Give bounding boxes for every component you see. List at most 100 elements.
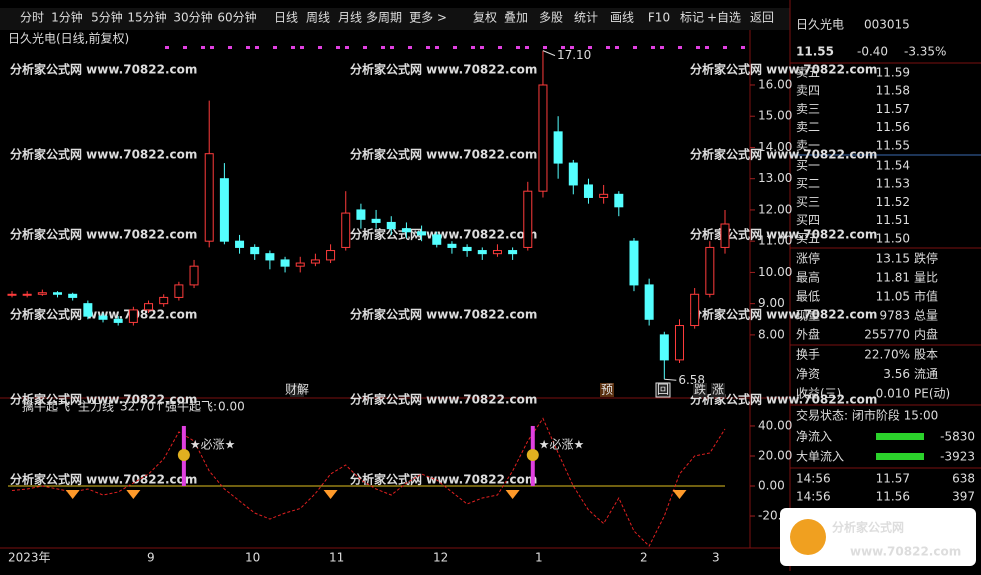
- top-dot: [696, 46, 700, 49]
- bids-cell: 11.51: [876, 213, 910, 227]
- candle-body: [386, 221, 396, 230]
- candle-body: [614, 193, 624, 208]
- event-label: 跌: [694, 382, 706, 397]
- trades-cell: 14:56: [796, 490, 831, 504]
- diamond-icon: [672, 490, 687, 500]
- y-tick-label: 12.00: [758, 202, 792, 216]
- flow-bar: [876, 453, 924, 460]
- change-pct: -3.35%: [904, 45, 946, 59]
- bids-cell: 买一: [796, 159, 820, 173]
- candle-body: [174, 284, 184, 298]
- top-dot: [741, 46, 745, 49]
- toolbar-button[interactable]: 多周期: [366, 11, 402, 25]
- signal-label: ★必涨★: [539, 437, 585, 452]
- stats2-cell: 净资: [796, 367, 820, 381]
- stats-cell: 总量: [914, 309, 938, 323]
- toolbar-button[interactable]: F10: [648, 11, 670, 25]
- top-dot: [516, 46, 520, 49]
- bids-cell: 11.50: [876, 231, 910, 245]
- candle-body: [447, 243, 457, 248]
- asks-cell: 卖一: [796, 138, 820, 152]
- asks-cell: 11.56: [876, 120, 910, 134]
- candle-body: [280, 259, 290, 267]
- flows-cell: 大单流入: [796, 450, 844, 464]
- toolbar-button[interactable]: 5分钟: [91, 10, 123, 25]
- toolbar-button[interactable]: 叠加: [504, 11, 528, 25]
- top-dot: [363, 46, 367, 49]
- bids-cell: 11.54: [876, 159, 910, 173]
- top-dot: [561, 46, 565, 49]
- y-tick-label: 8.00: [758, 327, 785, 341]
- top-dot: [543, 46, 547, 49]
- stats2-cell: 换手: [796, 348, 820, 362]
- watermark: 分析家公式网 www.70822.com: [690, 307, 877, 322]
- watermark: 分析家公式网 www.70822.com: [350, 472, 537, 487]
- stats2-cell: 22.70%: [864, 348, 910, 362]
- trade-status: 交易状态: 闭市阶段 15:00: [796, 408, 938, 423]
- candle-body: [568, 162, 578, 186]
- toolbar-button[interactable]: 60分钟: [217, 10, 256, 25]
- watermark: 分析家公式网 www.70822.com: [690, 62, 877, 77]
- date-label: 11: [329, 551, 344, 565]
- stats-cell: 市值: [914, 289, 938, 304]
- asks-cell: 卖五: [796, 66, 820, 80]
- asks-cell: 卖三: [796, 102, 820, 116]
- stats-cell: 最低: [796, 290, 820, 304]
- stats-cell: 13.15: [876, 252, 910, 266]
- top-dot: [228, 46, 232, 49]
- signal-label: ★必涨★: [190, 437, 236, 452]
- candle-body: [690, 293, 700, 327]
- stats2-cell: 0.010: [876, 387, 910, 401]
- bids-cell: 买三: [796, 195, 820, 209]
- event-label: 财解: [285, 383, 309, 397]
- watermark: 分析家公式网 www.70822.com: [350, 147, 537, 162]
- top-dot: [381, 46, 385, 49]
- toolbar-button[interactable]: 15分钟: [127, 10, 166, 25]
- stats-cell: 涨停: [796, 251, 820, 266]
- diamond-icon: [505, 490, 520, 500]
- trades-cell: 11.56: [876, 490, 910, 504]
- candle-body: [674, 325, 684, 361]
- toolbar-button[interactable]: 返回: [750, 11, 774, 25]
- top-dot: [300, 46, 304, 49]
- toolbar-button[interactable]: 日线: [274, 11, 298, 25]
- event-marker: [600, 383, 614, 397]
- toolbar-button[interactable]: 月线: [338, 11, 362, 25]
- top-dot: [651, 46, 655, 49]
- diamond-icon: [65, 490, 80, 500]
- candle-body: [523, 190, 533, 248]
- toolbar-button[interactable]: 更多 >: [409, 11, 447, 25]
- top-dot: [426, 46, 430, 49]
- candle-body: [644, 284, 654, 320]
- toolbar-button[interactable]: 复权: [473, 11, 497, 25]
- top-dot: [453, 46, 457, 49]
- change: -0.40: [857, 45, 888, 59]
- candle-body: [83, 303, 93, 317]
- event-label: 预: [601, 383, 613, 397]
- watermark: 分析家公式网 www.70822.com: [690, 147, 877, 162]
- toolbar-button[interactable]: +自选: [707, 11, 741, 25]
- candle-body: [159, 296, 169, 305]
- indicator-main-label: 主力线: [78, 400, 114, 414]
- toolbar-button[interactable]: 标记: [680, 11, 704, 25]
- date-label: 12: [433, 551, 448, 565]
- toolbar-button[interactable]: 周线: [306, 11, 330, 25]
- candle-body: [401, 228, 411, 233]
- candle-body: [477, 250, 487, 255]
- candle-body: [371, 218, 381, 223]
- toolbar-button[interactable]: 统计: [574, 11, 598, 25]
- asks-cell: 11.57: [876, 102, 910, 116]
- stats2-cell: 股本: [914, 348, 938, 362]
- toolbar-button[interactable]: 画线: [610, 11, 634, 25]
- y-tick-label: 15.00: [758, 109, 792, 123]
- date-label: 2: [640, 551, 648, 565]
- toolbar-button[interactable]: 分时: [20, 11, 44, 25]
- toolbar-button[interactable]: 多股: [539, 11, 563, 25]
- top-dot: [201, 46, 205, 49]
- bids-cell: 买二: [796, 177, 820, 191]
- candle-body: [295, 262, 305, 267]
- toolbar-button[interactable]: 1分钟: [51, 10, 83, 25]
- toolbar-button[interactable]: 30分钟: [173, 10, 212, 25]
- stats2-cell: 流通: [914, 367, 938, 381]
- stock-code: 003015: [864, 18, 910, 32]
